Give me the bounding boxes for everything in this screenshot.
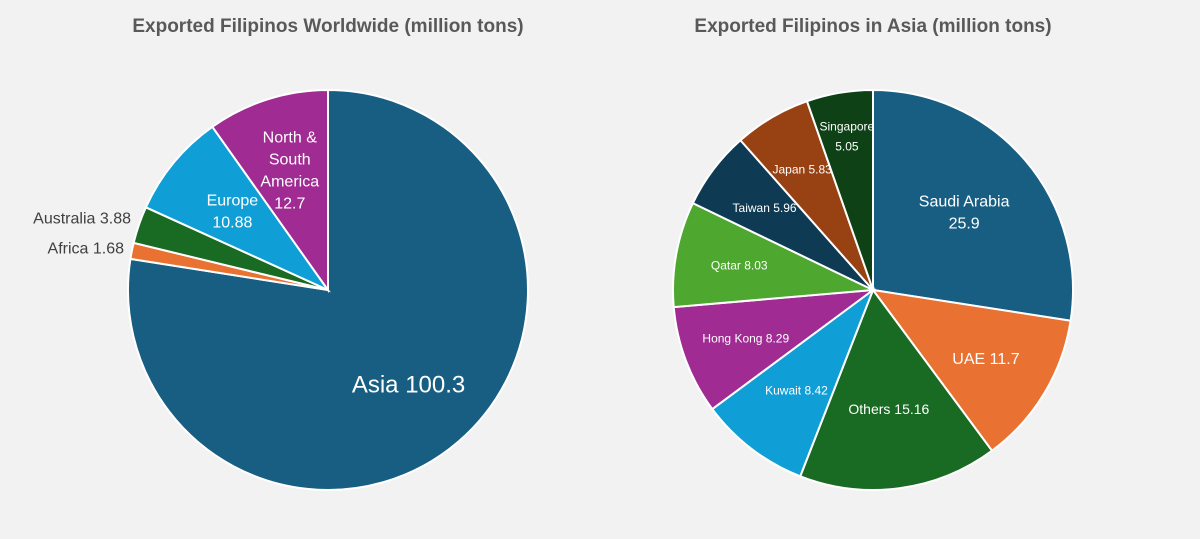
pie-slice-saudi-arabia [872,88,1074,322]
chart-title-asia: Exported Filipinos in Asia (million tons… [694,16,1051,37]
pie-asia: Saudi Arabia 25.9 UAE 11.7 Others 15.16 Kuwa… [672,88,1074,491]
data-label-others: Others 15.16 [848,401,929,417]
data-label-europe: Europe 10.88 [207,193,259,232]
pie-worldwide: Asia 100.3 Africa 1.68 Australia 3.88 Europ… [33,88,529,491]
pie-slice-qatar [672,201,877,309]
data-label-australia: Australia 3.88 [33,211,131,228]
pie-slice-europe [144,125,331,293]
pie-slice-others [798,287,994,491]
data-label-uae: UAE 11.7 [952,351,1019,368]
data-label-singapore: Singapore 5.05 [820,119,875,153]
pie-slice-north-and-south-america [210,88,329,294]
data-label-qatar: Qatar 8.03 [711,259,768,273]
pie-slice-uae [870,288,1072,453]
data-label-japan: Japan 5.83 [772,162,832,176]
data-label-hong-kong: Hong Kong 8.29 [702,331,789,345]
data-label-africa: Africa 1.68 [48,241,125,258]
data-label-north-and-south-america: North & South America 12.7 [260,130,319,213]
chart-title-worldwide: Exported Filipinos Worldwide (million to… [132,16,523,37]
data-label-asia: Asia 100.3 [352,372,465,399]
pie-slice-singapore [805,88,874,291]
data-label-kuwait: Kuwait 8.42 [765,383,828,397]
pie-slice-kuwait [710,287,876,478]
pie-slice-hong-kong [672,288,877,411]
data-label-saudi-arabia: Saudi Arabia 25.9 [919,194,1010,233]
data-label-taiwan: Taiwan 5.96 [733,201,797,215]
